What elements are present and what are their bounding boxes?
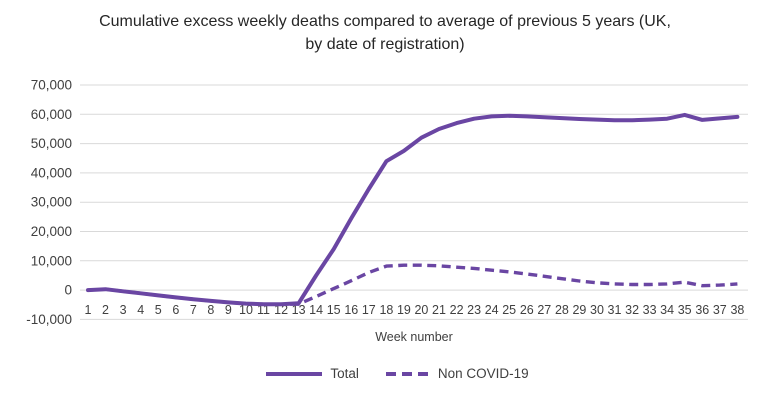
x-axis-tick-label: 17 <box>362 303 376 317</box>
x-axis-tick-label: 16 <box>344 303 358 317</box>
y-axis-tick-label: 50,000 <box>31 136 72 151</box>
x-axis-tick-label: 33 <box>643 303 657 317</box>
x-axis-tick-label: 35 <box>678 303 692 317</box>
y-axis-tick-label: 40,000 <box>31 165 72 180</box>
x-axis-tick-label: 21 <box>432 303 446 317</box>
x-axis-tick-label: 4 <box>137 303 144 317</box>
x-axis-tick-label: 1 <box>85 303 92 317</box>
x-axis-tick-label: 12 <box>274 303 288 317</box>
x-axis-tick-label: 26 <box>520 303 534 317</box>
legend-label-total: Total <box>330 366 359 381</box>
x-axis-tick-label: 37 <box>713 303 727 317</box>
x-axis-tick-label: 14 <box>309 303 323 317</box>
y-axis-tick-label: 30,000 <box>31 195 72 210</box>
x-axis-tick-label: 30 <box>590 303 604 317</box>
x-axis-tick-label: 8 <box>207 303 214 317</box>
x-axis-tick-label: 28 <box>555 303 569 317</box>
x-axis-tick-label: 23 <box>467 303 481 317</box>
x-axis-tick-label: 15 <box>327 303 341 317</box>
y-axis-tick-label: 20,000 <box>31 224 72 239</box>
y-axis-tick-label: 60,000 <box>31 107 72 122</box>
x-axis-tick-label: 32 <box>625 303 639 317</box>
x-axis-tick-label: 5 <box>155 303 162 317</box>
chart-plot-area: 70,000 60,000 50,000 40,000 30,000 20,000 10,0… <box>26 78 748 344</box>
x-axis-tick-label: 13 <box>292 303 306 317</box>
x-axis-tick-label: 29 <box>572 303 586 317</box>
y-axis-tick-label: 0 <box>64 283 72 298</box>
legend-item-non-covid-19: Non COVID-19 <box>385 366 529 381</box>
x-axis-tick-label: 18 <box>379 303 393 317</box>
x-axis-tick-label: 11 <box>257 303 270 317</box>
legend-label-non-covid-19: Non COVID-19 <box>437 366 529 381</box>
chart-legend: Total Non COVID-19 <box>12 366 770 381</box>
x-axis-tick-label: 38 <box>730 303 744 317</box>
x-axis-tick-label: 27 <box>537 303 551 317</box>
y-axis-tick-label: 10,000 <box>31 253 72 268</box>
x-axis-tick-label: 31 <box>608 303 622 317</box>
non-covid-line-swatch-icon <box>385 371 430 376</box>
x-axis-tick-label: 36 <box>695 303 709 317</box>
total-line-swatch-icon <box>266 371 323 376</box>
y-axis-tick-label: 70,000 <box>31 78 72 93</box>
series-line-total <box>86 112 740 307</box>
x-axis-tick-label: 7 <box>190 303 197 317</box>
legend-item-total: Total <box>265 366 359 381</box>
x-axis-tick-label: 34 <box>660 303 674 317</box>
y-axis-tick-label: -10,000 <box>26 312 72 327</box>
x-axis-tick-label: 20 <box>414 303 428 317</box>
x-axis-tick-label: 25 <box>502 303 516 317</box>
x-axis-tick-label: 9 <box>225 303 232 317</box>
x-axis-tick-label: 3 <box>120 303 127 317</box>
x-axis-tick-label: 10 <box>239 303 253 317</box>
x-axis-tick-label: 22 <box>450 303 464 317</box>
x-axis-title: Week number <box>375 330 453 344</box>
x-axis-tick-label: 6 <box>172 303 179 317</box>
x-axis-tick-label: 24 <box>485 303 499 317</box>
x-axis-tick-label: 2 <box>102 303 109 317</box>
chart-title: Cumulative excess weekly deaths compared… <box>99 13 671 54</box>
x-axis-tick-label: 19 <box>397 303 411 317</box>
